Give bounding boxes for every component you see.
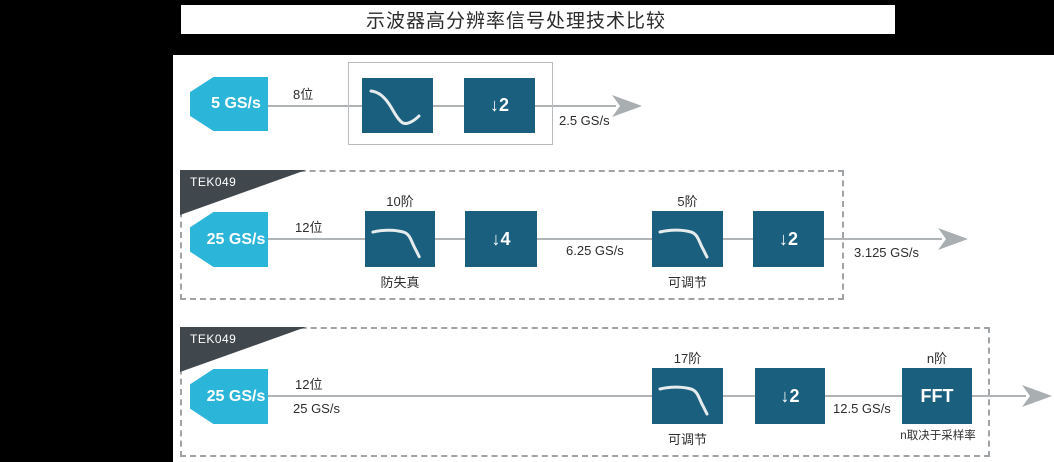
source-tag-row2: 25 GS/s <box>190 212 268 267</box>
signal-line-row2 <box>266 238 942 240</box>
dashed-group-box-row3 <box>180 327 990 457</box>
arrow-head-icon <box>938 228 968 255</box>
bit-depth-label-row3: 12位 <box>295 377 323 392</box>
badge-label: TEK049 <box>190 175 237 189</box>
filter-curve-icon <box>371 228 421 259</box>
badge-label: TEK049 <box>190 332 237 346</box>
output-rate-label-row1: 2.5 GS/s <box>559 113 610 128</box>
filter-order-label: 10阶 <box>386 194 414 209</box>
source-tag-row3: 25 GS/s <box>190 369 268 424</box>
filter-order-label: 17阶 <box>673 351 702 366</box>
decimator-block-row2a: ↓4 <box>465 211 537 267</box>
filter-block-row1 <box>362 78 433 133</box>
arrow-head-icon <box>1022 385 1052 412</box>
source-rate-label: 25 GS/s <box>206 387 266 405</box>
processing-group-box-row1 <box>348 62 553 145</box>
signal-line-row1 <box>266 105 616 107</box>
arrow-head-icon <box>612 95 642 122</box>
source-tag-row1: 5 GS/s <box>190 77 268 131</box>
fft-block: FFT <box>902 368 972 424</box>
decimator-block-row3: ↓2 <box>755 368 825 424</box>
mid-rate-label-row2: 6.25 GS/s <box>566 243 624 258</box>
mid-rate-label-row3: 12.5 GS/s <box>833 401 891 416</box>
bit-depth-label-row1: 8位 <box>293 87 314 102</box>
decimator-block-row2b: ↓2 <box>753 211 824 267</box>
bit-depth-label-row2: 12位 <box>295 220 323 235</box>
source-rate-label: 5 GS/s <box>211 95 261 112</box>
input-rate-label-row3: 25 GS/s <box>293 401 340 416</box>
page-title: 示波器高分辨率信号处理技术比较 <box>365 11 666 32</box>
anti-alias-filter-block-row2 <box>365 211 435 267</box>
adjustable-filter-block-row3 <box>652 368 723 424</box>
source-rate-label: 25 GS/s <box>206 230 266 248</box>
output-rate-label-row2: 3.125 GS/s <box>854 245 920 260</box>
filter-curve-icon <box>658 385 709 416</box>
filter-order-label: 5阶 <box>677 194 698 209</box>
fft-note-label: n取决于采样率 <box>900 430 976 442</box>
filter-note-label: 可调节 <box>667 432 707 447</box>
filter-curve-icon <box>369 89 421 125</box>
signal-line-row3 <box>266 395 1026 397</box>
filter-note-label: 防失真 <box>380 275 420 290</box>
fft-order-label: n阶 <box>926 351 948 366</box>
title-bar: 示波器高分辨率信号处理技术比较 <box>181 5 895 34</box>
dashed-group-box-row2 <box>180 170 844 300</box>
filter-note-label: 可调节 <box>667 275 707 290</box>
decimator-block-row1: ↓2 <box>464 78 535 133</box>
adjustable-filter-block-row2 <box>652 211 723 267</box>
filter-curve-icon <box>658 228 709 259</box>
